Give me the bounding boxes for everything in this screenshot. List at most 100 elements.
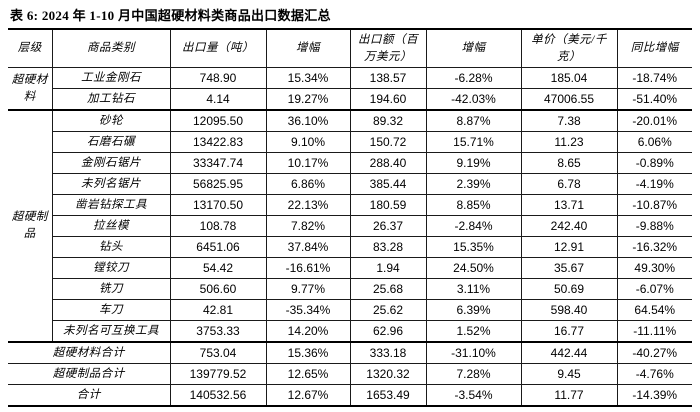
value-cell: -31.10% bbox=[425, 341, 522, 364]
value-cell: 54.42 bbox=[169, 257, 267, 279]
product-name-cell: 车刀 bbox=[52, 299, 171, 321]
value-cell: -6.07% bbox=[616, 278, 692, 300]
value-cell: 10.17% bbox=[265, 152, 351, 174]
value-cell: -40.27% bbox=[616, 341, 692, 364]
value-cell: 19.27% bbox=[265, 88, 351, 111]
value-cell: 139779.52 bbox=[169, 363, 267, 385]
value-cell: 333.18 bbox=[349, 341, 427, 364]
value-cell: 36.10% bbox=[265, 109, 351, 132]
summary-row: 超硬制品合计 139779.52 12.65% 1320.32 7.28% 9.45 -4.… bbox=[8, 363, 692, 385]
level-group-cell: 超硬制品 bbox=[8, 109, 53, 343]
value-cell: 25.62 bbox=[349, 299, 427, 321]
value-cell: 1.94 bbox=[349, 257, 427, 279]
column-header-unit-price: 单价（美元/千克） bbox=[520, 28, 618, 68]
value-cell: 35.67 bbox=[520, 257, 618, 279]
value-cell: -42.03% bbox=[425, 88, 522, 111]
product-name-cell: 石磨石碾 bbox=[52, 131, 171, 153]
value-cell: 9.19% bbox=[425, 152, 522, 174]
table-row: 车刀 42.81 -35.34% 25.62 6.39% 598.40 64.54% bbox=[8, 299, 692, 321]
value-cell: 62.96 bbox=[349, 320, 427, 343]
value-cell: -51.40% bbox=[616, 88, 692, 111]
value-cell: 11.77 bbox=[520, 384, 618, 407]
table-row: 超硬材料 工业金刚石 748.90 15.34% 138.57 -6.28% 185.04-… bbox=[8, 67, 692, 111]
value-cell: 37.84% bbox=[265, 236, 351, 258]
value-cell: 56825.95 bbox=[169, 173, 267, 195]
table-row: 钻头 6451.06 37.84% 83.28 15.35% 12.91 -16.32% bbox=[8, 236, 692, 258]
column-header-category: 商品类别 bbox=[51, 28, 171, 68]
value-cell: -11.11% bbox=[616, 320, 692, 343]
value-cell: 753.04 bbox=[169, 341, 267, 364]
product-name-cell: 凿岩钻探工具 bbox=[52, 194, 171, 216]
value-cell: -3.54% bbox=[425, 384, 522, 407]
table-row: 凿岩钻探工具 13170.50 22.13% 180.59 8.85% 13.71 -10.… bbox=[8, 194, 692, 216]
column-header-yoy-growth: 同比增幅 bbox=[616, 28, 692, 68]
value-cell: 9.77% bbox=[265, 278, 351, 300]
product-name-cell: 铣刀 bbox=[52, 278, 171, 300]
value-cell: -9.88% bbox=[616, 215, 692, 237]
value-cell: 6.39% bbox=[425, 299, 522, 321]
value-cell: 11.23 bbox=[520, 131, 618, 153]
value-cell: 108.78 bbox=[169, 215, 267, 237]
value-cell: 2.39% bbox=[425, 173, 522, 195]
level-group-cell: 超硬材料 bbox=[8, 67, 53, 111]
value-cell: 33347.74 bbox=[169, 152, 267, 174]
value-cell: 7.38 bbox=[520, 109, 618, 132]
value-cell: 6451.06 bbox=[169, 236, 267, 258]
value-cell: 598.40 bbox=[520, 299, 618, 321]
value-cell: -14.39% bbox=[616, 384, 692, 407]
value-cell: 12.91 bbox=[520, 236, 618, 258]
value-cell: 13.71 bbox=[520, 194, 618, 216]
value-cell: 6.06% bbox=[616, 131, 692, 153]
product-name-cell: 拉丝模 bbox=[52, 215, 171, 237]
value-cell: 64.54% bbox=[616, 299, 692, 321]
product-name-cell: 镗铰刀 bbox=[52, 257, 171, 279]
value-cell: 180.59 bbox=[349, 194, 427, 216]
product-name-cell: 加工钻石 bbox=[52, 88, 171, 111]
value-cell: 50.69 bbox=[520, 278, 618, 300]
summary-label-cell: 合计 bbox=[8, 384, 171, 407]
column-header-volume: 出口量（吨） bbox=[169, 28, 267, 68]
value-cell: 14.20% bbox=[265, 320, 351, 343]
value-cell: 138.57 bbox=[349, 67, 427, 89]
value-cell: 140532.56 bbox=[169, 384, 267, 407]
value-cell: 4.14 bbox=[169, 88, 267, 111]
value-cell: 13170.50 bbox=[169, 194, 267, 216]
value-cell: 9.45 bbox=[520, 363, 618, 385]
column-header-level: 层级 bbox=[8, 28, 53, 68]
source-note: 资料来源：海关总署，中原证券研究所 bbox=[8, 407, 692, 412]
value-cell: 8.65 bbox=[520, 152, 618, 174]
product-name-cell: 未列名可互换工具 bbox=[52, 320, 171, 343]
product-name-cell: 钻头 bbox=[52, 236, 171, 258]
value-cell: -0.89% bbox=[616, 152, 692, 174]
value-cell: 89.32 bbox=[349, 109, 427, 132]
value-cell: -16.32% bbox=[616, 236, 692, 258]
value-cell: 185.04 bbox=[520, 67, 618, 89]
value-cell: 1320.32 bbox=[349, 363, 427, 385]
value-cell: -35.34% bbox=[265, 299, 351, 321]
value-cell: -18.74% bbox=[616, 67, 692, 89]
value-cell: 7.82% bbox=[265, 215, 351, 237]
value-cell: 26.37 bbox=[349, 215, 427, 237]
value-cell: 8.85% bbox=[425, 194, 522, 216]
value-cell: 16.77 bbox=[520, 320, 618, 343]
value-cell: 83.28 bbox=[349, 236, 427, 258]
table-row: 加工钻石 4.14 19.27% 194.60 -42.03% 47006.55 -51.4… bbox=[8, 88, 692, 111]
summary-label-cell: 超硬制品合计 bbox=[8, 363, 171, 385]
value-cell: 13422.83 bbox=[169, 131, 267, 153]
value-cell: 12.65% bbox=[265, 363, 351, 385]
value-cell: 385.44 bbox=[349, 173, 427, 195]
value-cell: 1.52% bbox=[425, 320, 522, 343]
value-cell: 47006.55 bbox=[520, 88, 618, 111]
table-row: 未列名锯片 56825.95 6.86% 385.44 2.39% 6.78 -4.19% bbox=[8, 173, 692, 195]
value-cell: 15.36% bbox=[265, 341, 351, 364]
value-cell: 7.28% bbox=[425, 363, 522, 385]
value-cell: -20.01% bbox=[616, 109, 692, 132]
value-cell: -6.28% bbox=[425, 67, 522, 89]
value-cell: -4.76% bbox=[616, 363, 692, 385]
value-cell: 3753.33 bbox=[169, 320, 267, 343]
table-body: 超硬材料 工业金刚石 748.90 15.34% 138.57 -6.28% 185.04-… bbox=[8, 67, 692, 407]
value-cell: 49.30% bbox=[616, 257, 692, 279]
value-cell: 6.86% bbox=[265, 173, 351, 195]
table-row: 铣刀 506.60 9.77% 25.68 3.11% 50.69 -6.07% bbox=[8, 278, 692, 300]
